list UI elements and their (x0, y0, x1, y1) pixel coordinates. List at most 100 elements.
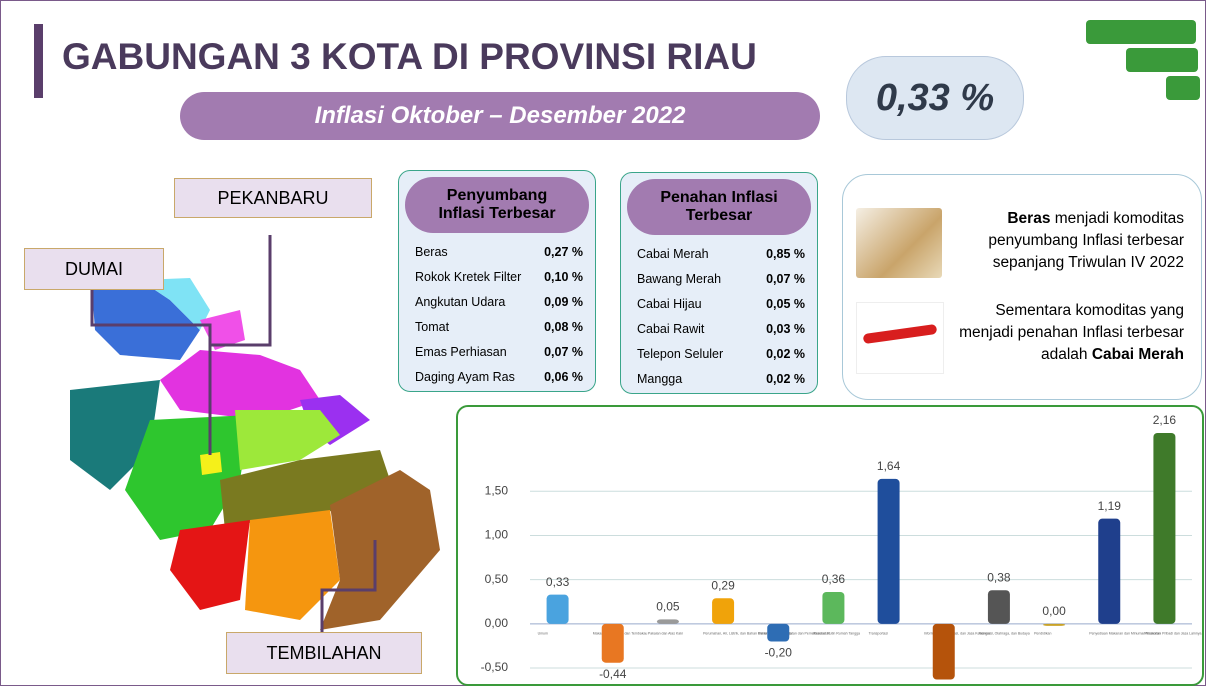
note-text: menjadi komoditas penyumbang Inflasi ter… (988, 210, 1184, 271)
x-tick-label: Umum (538, 632, 548, 636)
item-name: Tomat (415, 320, 450, 334)
bar (546, 594, 569, 624)
table-row: Mangga 0,02 % (637, 372, 805, 386)
value-label: 0,29 (711, 578, 735, 592)
x-tick-label: Informasi, Komunikasi, dan Jasa Keuangan (924, 632, 992, 636)
value-label: -0,63 (930, 684, 958, 686)
item-value: 0,07 % (544, 345, 583, 359)
item-name: Cabai Rawit (637, 322, 705, 336)
note: Beras menjadi komoditas penyumbang Infla… (954, 208, 1184, 274)
restrainers-panel: Penahan Inflasi Terbesar Cabai Merah 0,85 … (620, 172, 818, 394)
x-tick-label: Transportasi (869, 632, 889, 636)
item-value: 0,10 % (544, 270, 583, 284)
table-row: Cabai Rawit 0,03 % (637, 322, 805, 336)
item-value: 0,08 % (544, 320, 583, 334)
item-name: Bawang Merah (637, 272, 722, 286)
x-tick-label: Rekreasi, Olahraga, dan Budaya (979, 632, 1030, 636)
value-label: -0,44 (599, 667, 627, 681)
contributors-panel: Penyumbang Inflasi Terbesar Beras 0,27 % Ro… (398, 170, 596, 392)
item-value: 0,09 % (544, 295, 583, 309)
item-name: Cabai Hijau (637, 297, 702, 311)
subtitle: Inflasi Oktober – Desember 2022 (180, 92, 820, 140)
x-tick-label: Penyediaan Makanan dan Minuman/Restoran (1089, 632, 1160, 636)
y-tick-label: 0,50 (485, 572, 509, 586)
item-name: Emas Perhiasan (415, 345, 507, 359)
panel-title: Penyumbang Inflasi Terbesar (405, 177, 589, 233)
item-value: 0,06 % (544, 370, 583, 384)
city-label: DUMAI (24, 248, 164, 290)
table-row: Cabai Merah 0,85 % (637, 247, 805, 261)
x-tick-label: Pakaian dan Alas Kaki (648, 632, 683, 636)
table-row: Tomat 0,08 % (415, 320, 583, 334)
value-label: 1,64 (877, 459, 901, 473)
bar (767, 623, 790, 642)
table-row: Rokok Kretek Filter 0,10 % (415, 270, 583, 284)
value-label: 0,38 (987, 570, 1011, 584)
bar (987, 590, 1010, 624)
y-tick-label: 0,00 (485, 616, 509, 630)
table-row: Cabai Hijau 0,05 % (637, 297, 805, 311)
bar (712, 598, 735, 624)
item-value: 0,85 % (766, 247, 805, 261)
item-value: 0,02 % (766, 347, 805, 361)
item-name: Cabai Merah (637, 247, 709, 261)
table-row: Beras 0,27 % (415, 245, 583, 259)
bar (877, 478, 900, 624)
bar (656, 619, 679, 624)
bar (601, 623, 624, 663)
y-tick-label: 1,00 (485, 528, 509, 542)
item-name: Angkutan Udara (415, 295, 506, 309)
table-row: Angkutan Udara 0,09 % (415, 295, 583, 309)
value-label: 0,33 (546, 575, 570, 589)
item-name: Rokok Kretek Filter (415, 270, 522, 284)
bar (932, 623, 955, 680)
x-tick-label: Pendidikan (1034, 632, 1051, 636)
table-row: Bawang Merah 0,07 % (637, 272, 805, 286)
panel-title: Penahan Inflasi Terbesar (627, 179, 811, 235)
value-label: 0,00 (1042, 604, 1066, 618)
table-row: Emas Perhiasan 0,07 % (415, 345, 583, 359)
y-tick-label: -0,50 (481, 660, 509, 674)
headline: 0,33 % (846, 56, 1024, 140)
value-label: 1,19 (1098, 499, 1122, 513)
note-bold: Cabai Merah (1091, 346, 1184, 363)
x-tick-label: Perawatan Pribadi dan Jasa Lainnya (1144, 632, 1201, 636)
chart-panel (456, 405, 1204, 686)
item-name: Mangga (637, 372, 683, 386)
y-tick-label: 1,50 (485, 483, 509, 497)
x-tick-label: Kesehatan (813, 632, 830, 636)
chili-image (856, 302, 944, 374)
note-bold: Beras (1007, 210, 1051, 227)
logo (1086, 20, 1200, 100)
bar (1098, 518, 1121, 624)
bar (822, 592, 845, 624)
value-label: 2,16 (1153, 413, 1177, 427)
x-tick-label: Perlengkapan, Peralatan dan Pemeliharaan… (758, 632, 860, 636)
rice-image (856, 208, 942, 278)
item-name: Telepon Seluler (637, 347, 724, 361)
item-value: 0,07 % (766, 272, 805, 286)
x-tick-label: Perumahan, Air, Listrik, dan Bahan Bakar… (703, 632, 792, 636)
item-value: 0,05 % (766, 297, 805, 311)
note: Sementara komoditas yang menjadi penahan… (954, 300, 1184, 366)
item-value: 0,27 % (544, 245, 583, 259)
value-label: 0,36 (822, 572, 846, 586)
map (70, 235, 440, 635)
table-row: Daging Ayam Ras 0,06 % (415, 370, 583, 384)
item-name: Beras (415, 245, 448, 259)
title: GABUNGAN 3 KOTA DI PROVINSI RIAU (62, 36, 757, 77)
item-value: 0,03 % (766, 322, 805, 336)
item-name: Daging Ayam Ras (415, 370, 515, 384)
value-label: -0,20 (765, 646, 793, 660)
item-value: 0,02 % (766, 372, 805, 386)
city-label: PEKANBARU (174, 178, 372, 218)
bar (1153, 432, 1176, 624)
note-text: Sementara komoditas yang menjadi penahan… (959, 302, 1184, 363)
city-label: TEMBILAHAN (226, 632, 422, 674)
title-bar (34, 24, 43, 98)
table-row: Telepon Seluler 0,02 % (637, 347, 805, 361)
value-label: 0,05 (656, 600, 680, 614)
bar (1043, 623, 1066, 626)
